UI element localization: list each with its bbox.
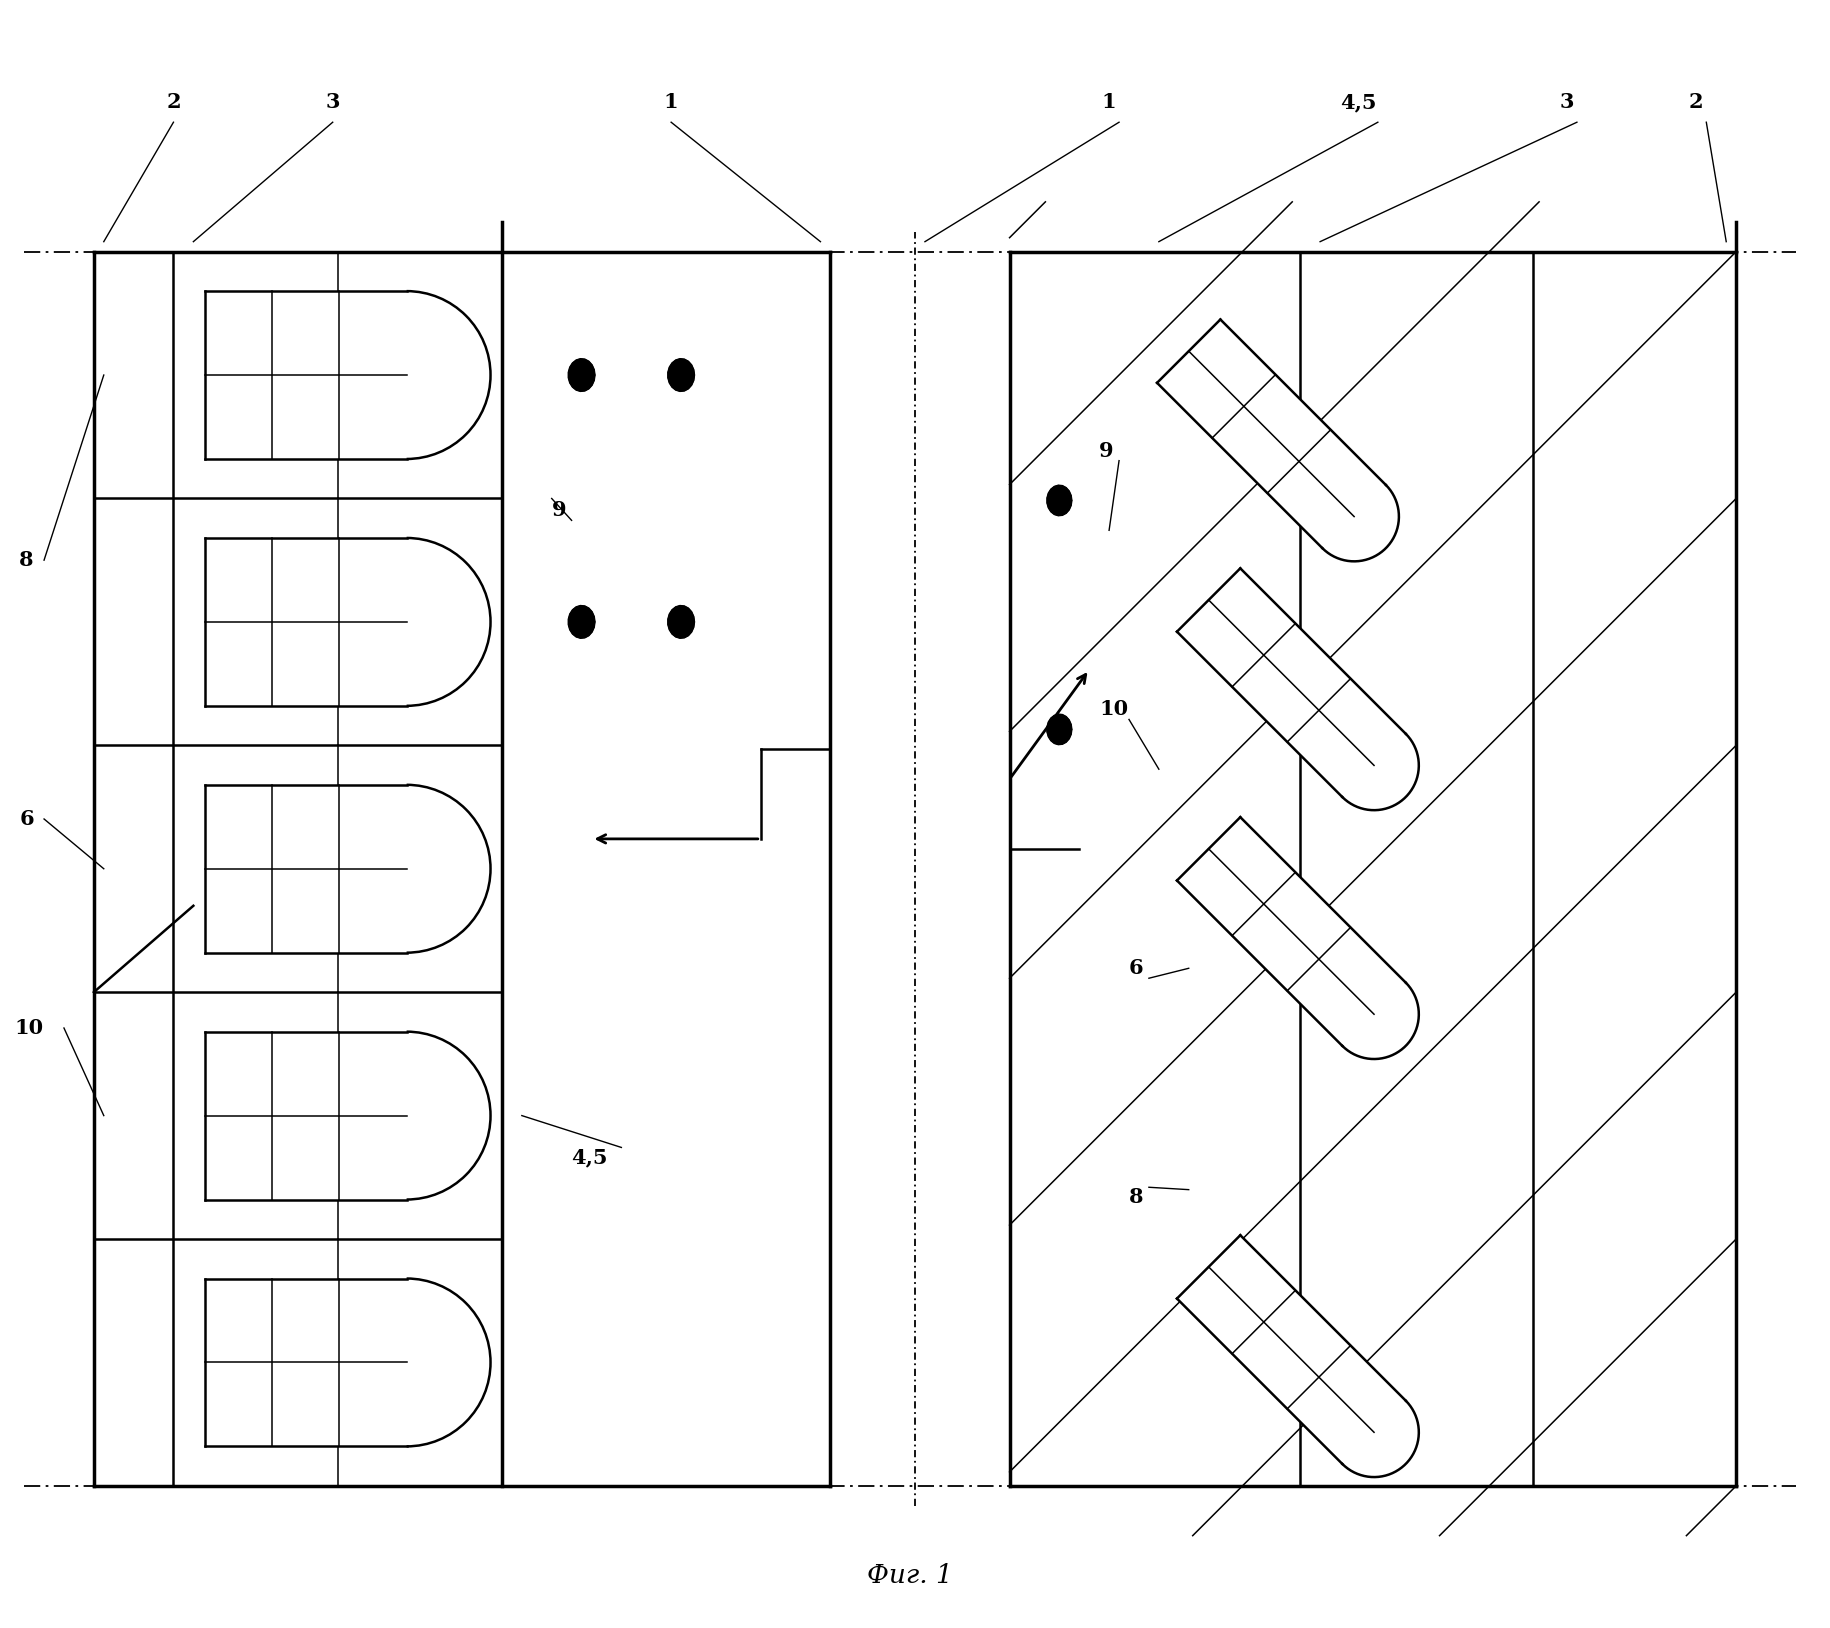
Polygon shape (1047, 485, 1072, 516)
Text: 2: 2 (1689, 93, 1704, 112)
Bar (205, 785, 406, 952)
Polygon shape (668, 358, 695, 391)
Polygon shape (1177, 817, 1405, 1045)
Text: 8: 8 (1129, 1187, 1144, 1208)
Polygon shape (1343, 734, 1418, 811)
Text: 9: 9 (1100, 441, 1114, 461)
Text: 1: 1 (1102, 93, 1116, 112)
Polygon shape (1177, 568, 1405, 798)
Bar (205, 1032, 406, 1200)
Polygon shape (569, 606, 595, 638)
Polygon shape (1343, 983, 1418, 1058)
Polygon shape (668, 606, 695, 638)
Bar (205, 1278, 406, 1446)
Text: 6: 6 (1129, 959, 1144, 978)
Polygon shape (1343, 1400, 1418, 1477)
Text: 10: 10 (15, 1018, 44, 1039)
Text: 3: 3 (326, 93, 340, 112)
Text: 8: 8 (18, 550, 33, 570)
Circle shape (322, 537, 490, 707)
Circle shape (322, 1278, 490, 1446)
Text: Фиг. 1: Фиг. 1 (867, 1563, 953, 1587)
Bar (205, 537, 406, 707)
Polygon shape (569, 358, 595, 391)
Circle shape (322, 1032, 490, 1200)
Polygon shape (1047, 715, 1072, 744)
Polygon shape (1177, 1236, 1405, 1464)
Text: 6: 6 (18, 809, 33, 829)
Text: 2: 2 (167, 93, 181, 112)
Circle shape (322, 291, 490, 459)
Text: 10: 10 (1100, 700, 1129, 720)
Bar (205, 291, 406, 459)
Polygon shape (1157, 319, 1385, 549)
Text: 3: 3 (1559, 93, 1574, 112)
Polygon shape (1323, 485, 1398, 562)
Text: 4,5: 4,5 (571, 1148, 608, 1167)
Text: 9: 9 (551, 500, 565, 521)
Text: 1: 1 (664, 93, 679, 112)
Text: 4,5: 4,5 (1340, 93, 1376, 112)
Circle shape (322, 785, 490, 952)
